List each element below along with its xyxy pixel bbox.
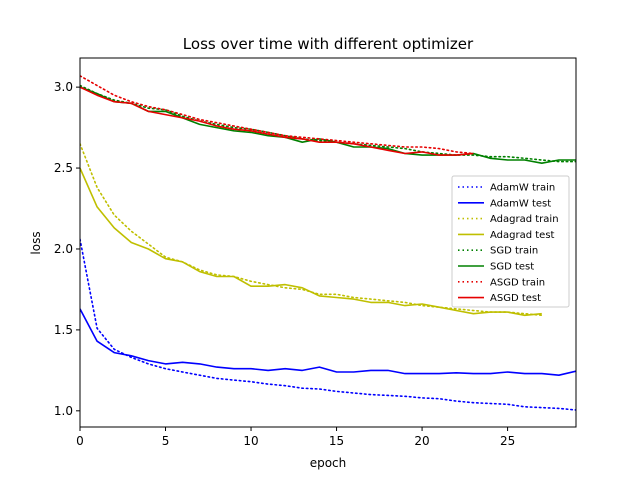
y-tick-label: 2.5 (54, 161, 73, 175)
x-tick-label: 25 (500, 434, 515, 448)
plot-area (79, 57, 577, 428)
y-tick-label: 1.0 (54, 404, 73, 418)
y-tick-label: 3.0 (54, 80, 73, 94)
legend-label: AdamW test (490, 198, 551, 209)
series-line-asgd-test (80, 86, 474, 156)
x-tick-label: 15 (329, 434, 344, 448)
x-axis-label: epoch (310, 456, 347, 470)
legend-label: SGD test (490, 262, 534, 273)
y-tick-label: 1.5 (54, 323, 73, 337)
y-axis: 1.0 1.5 2.0 2.5 3.0 (54, 80, 80, 418)
x-tick-label: 10 (243, 434, 258, 448)
legend-label: ASGD train (490, 277, 545, 288)
legend-label: Adagrad test (490, 230, 555, 241)
legend: AdamW train AdamW test Adagrad train Adagra… (451, 175, 570, 308)
x-tick-label: 0 (76, 434, 84, 448)
series-line-asgd-train (80, 75, 475, 155)
series-line-adamw-test (80, 308, 576, 377)
legend-box (451, 175, 570, 308)
series-line-adagrad-train (80, 143, 543, 317)
x-axis: 0 5 10 15 20 25 (76, 427, 515, 448)
x-tick-label: 5 (162, 434, 170, 448)
series-line-adamw-train (80, 238, 576, 411)
legend-label: Adagrad train (490, 214, 559, 225)
x-tick-label: 20 (414, 434, 429, 448)
legend-label: SGD train (490, 246, 538, 257)
legend-label: ASGD test (490, 293, 541, 304)
legend-label: AdamW train (490, 183, 555, 194)
y-axis-label: loss (29, 231, 43, 254)
series-layer (80, 75, 576, 411)
plot-frame (79, 57, 577, 428)
y-tick-label: 2.0 (54, 242, 73, 256)
chart-title: Loss over time with different optimizer (183, 35, 474, 53)
series-line-sgd-test (80, 86, 576, 164)
series-line-adagrad-test (80, 167, 542, 317)
